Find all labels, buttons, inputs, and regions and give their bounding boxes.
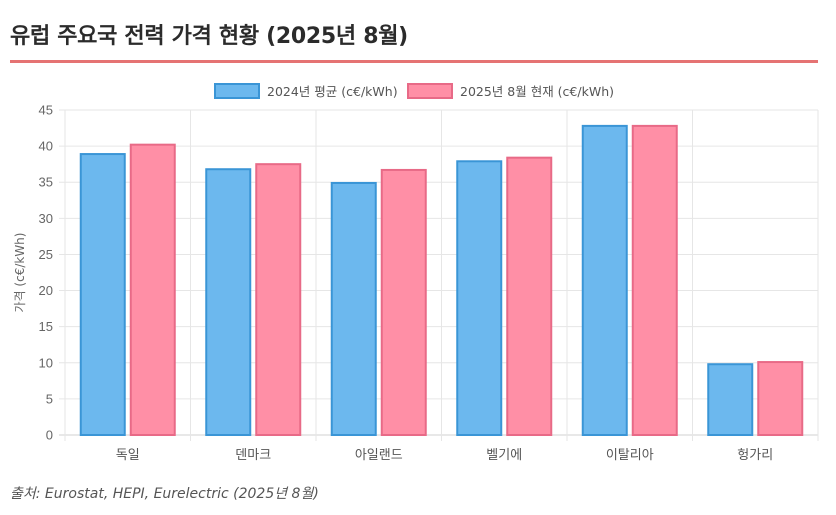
x-tick-label: 독일 <box>116 448 140 463</box>
y-tick-label: 25 <box>39 247 53 262</box>
bar-2025-august <box>255 163 302 437</box>
bar-2024-average <box>707 363 754 437</box>
x-tick-label: 아일랜드 <box>355 448 403 463</box>
x-tick-label: 덴마크 <box>235 448 271 463</box>
legend-swatch <box>407 83 453 99</box>
y-tick-label: 5 <box>46 391 53 406</box>
y-tick-label: 20 <box>39 283 53 298</box>
grid <box>59 109 819 441</box>
x-axis: 독일 덴마크 아일랜드 벨기에 이탈리아 헝가리 <box>116 448 773 463</box>
legend-label: 2025년 8월 현재 (c€/kWh) <box>460 84 614 99</box>
y-tick-label: 10 <box>39 355 53 370</box>
bar-2025-august <box>757 361 804 436</box>
bar-2025-august <box>380 168 427 436</box>
y-tick-label: 40 <box>39 139 53 154</box>
bar-2025-august <box>631 124 678 437</box>
legend-swatch <box>214 83 260 99</box>
y-axis-label: 가격 (c€/kWh) <box>13 233 27 313</box>
bar-chart: 2024년 평균 (c€/kWh) 2025년 8월 현재 (c€/kWh) 0 5… <box>13 83 819 463</box>
source-note: 출처: Eurostat, HEPI, Eurelectric (2025년 8… <box>10 486 319 502</box>
bar-2024-average <box>581 124 628 437</box>
legend-label: 2024년 평균 (c€/kWh) <box>267 84 398 99</box>
bars <box>79 124 804 437</box>
x-tick-label: 이탈리아 <box>606 448 654 463</box>
y-tick-label: 30 <box>39 211 53 226</box>
y-tick-label: 45 <box>39 103 53 118</box>
y-axis: 0 5 10 15 20 25 30 35 40 45 <box>39 103 53 443</box>
y-tick-label: 35 <box>39 175 53 190</box>
bar-2024-average <box>79 153 126 437</box>
y-tick-label: 0 <box>46 428 53 443</box>
x-tick-label: 벨기에 <box>486 448 522 463</box>
bar-2025-august <box>506 156 553 437</box>
title-divider <box>10 60 818 63</box>
legend: 2024년 평균 (c€/kWh) 2025년 8월 현재 (c€/kWh) <box>214 83 614 99</box>
y-tick-label: 15 <box>39 319 53 334</box>
bar-2024-average <box>205 168 252 436</box>
bar-2025-august <box>129 143 176 437</box>
bar-2024-average <box>456 160 503 437</box>
chart-title: 유럽 주요국 전력 가격 현황 (2025년 8월) <box>10 24 408 49</box>
bar-2024-average <box>330 181 377 436</box>
x-tick-label: 헝가리 <box>737 448 773 463</box>
